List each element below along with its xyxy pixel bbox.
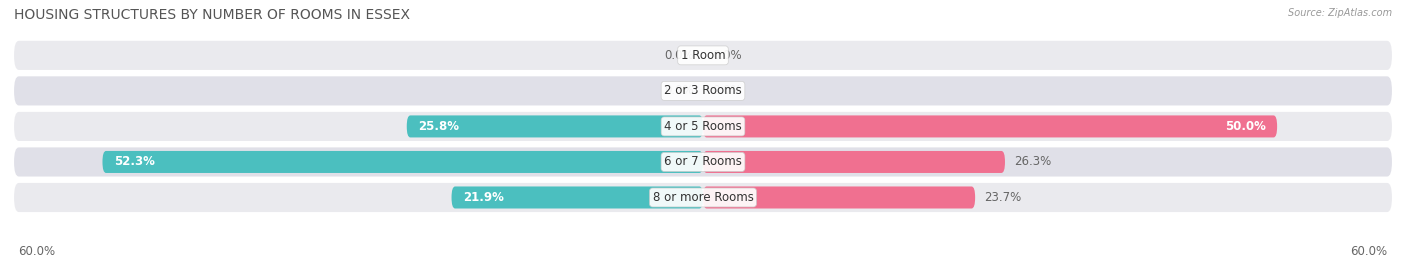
Text: 8 or more Rooms: 8 or more Rooms — [652, 191, 754, 204]
FancyBboxPatch shape — [14, 41, 1392, 70]
Text: 0.0%: 0.0% — [664, 49, 693, 62]
FancyBboxPatch shape — [406, 115, 703, 137]
Text: 50.0%: 50.0% — [1225, 120, 1265, 133]
Text: 52.3%: 52.3% — [114, 155, 155, 168]
FancyBboxPatch shape — [451, 186, 703, 208]
Text: 60.0%: 60.0% — [1351, 245, 1388, 258]
Text: 4 or 5 Rooms: 4 or 5 Rooms — [664, 120, 742, 133]
FancyBboxPatch shape — [103, 151, 703, 173]
FancyBboxPatch shape — [703, 115, 1277, 137]
Text: 0.0%: 0.0% — [713, 84, 742, 97]
Text: 26.3%: 26.3% — [1014, 155, 1052, 168]
FancyBboxPatch shape — [703, 186, 976, 208]
Text: 60.0%: 60.0% — [18, 245, 55, 258]
FancyBboxPatch shape — [14, 147, 1392, 176]
FancyBboxPatch shape — [14, 183, 1392, 212]
Text: 25.8%: 25.8% — [418, 120, 460, 133]
Text: Source: ZipAtlas.com: Source: ZipAtlas.com — [1288, 8, 1392, 18]
Text: 6 or 7 Rooms: 6 or 7 Rooms — [664, 155, 742, 168]
Text: 21.9%: 21.9% — [463, 191, 503, 204]
Text: HOUSING STRUCTURES BY NUMBER OF ROOMS IN ESSEX: HOUSING STRUCTURES BY NUMBER OF ROOMS IN… — [14, 8, 411, 22]
FancyBboxPatch shape — [14, 112, 1392, 141]
Text: 0.0%: 0.0% — [713, 49, 742, 62]
Text: 2 or 3 Rooms: 2 or 3 Rooms — [664, 84, 742, 97]
FancyBboxPatch shape — [703, 151, 1005, 173]
Text: 0.0%: 0.0% — [664, 84, 693, 97]
FancyBboxPatch shape — [14, 76, 1392, 105]
Text: 23.7%: 23.7% — [984, 191, 1022, 204]
Text: 1 Room: 1 Room — [681, 49, 725, 62]
